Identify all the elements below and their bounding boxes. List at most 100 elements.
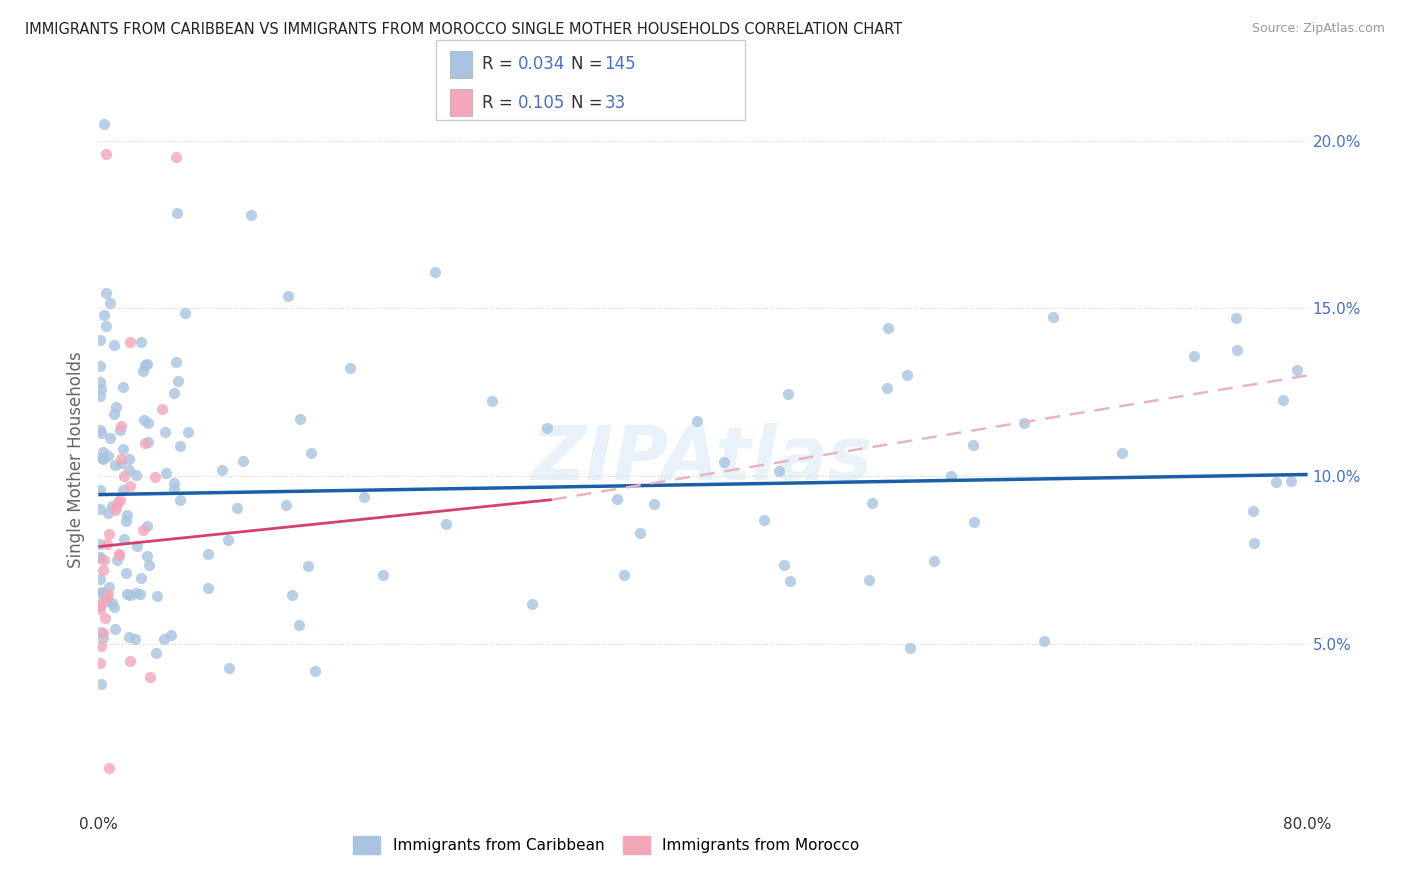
Point (114, 514, 136, 528)
Point (1286, 363, 1309, 377)
Point (173, 306, 195, 320)
Point (232, 454, 254, 468)
Point (90, 382, 112, 396)
Point (939, 468, 962, 483)
Point (91, 631, 114, 645)
Point (89, 333, 111, 347)
Point (112, 532, 135, 546)
Point (131, 570, 153, 584)
Point (90, 426, 112, 441)
Point (481, 394, 503, 409)
Point (197, 582, 219, 596)
Point (110, 452, 132, 467)
Point (90, 639, 112, 653)
Point (217, 533, 239, 547)
Point (91, 564, 114, 578)
Point (131, 524, 153, 538)
Point (111, 380, 134, 394)
Point (779, 574, 801, 588)
Point (165, 355, 187, 369)
Point (104, 400, 127, 414)
Point (218, 661, 240, 675)
Text: N =: N = (571, 94, 607, 112)
Point (93, 117, 115, 131)
Point (962, 438, 984, 452)
Point (163, 482, 186, 496)
Point (211, 463, 233, 477)
Point (110, 423, 132, 437)
Point (112, 469, 135, 483)
Point (876, 381, 898, 395)
Point (226, 501, 249, 516)
Point (150, 402, 173, 417)
Point (536, 421, 558, 435)
Point (239, 208, 262, 222)
Text: 33: 33 (605, 94, 626, 112)
Point (276, 289, 298, 303)
Point (169, 493, 191, 508)
Point (89, 597, 111, 611)
Point (152, 632, 174, 647)
Point (94, 147, 117, 161)
Point (111, 483, 134, 497)
Point (134, 359, 156, 373)
Point (304, 664, 326, 678)
Point (125, 586, 148, 600)
Point (686, 414, 709, 428)
Point (103, 338, 125, 352)
Point (197, 548, 219, 562)
Point (89, 602, 111, 616)
Text: 145: 145 (605, 55, 636, 73)
Point (89, 586, 111, 600)
Point (1111, 445, 1133, 459)
Point (136, 416, 159, 430)
Point (138, 558, 160, 573)
Point (120, 479, 142, 493)
Point (115, 508, 138, 522)
Point (896, 368, 918, 382)
Point (167, 374, 190, 388)
Point (713, 455, 735, 469)
Point (118, 631, 141, 645)
Point (96, 537, 118, 551)
Point (93, 552, 115, 566)
Text: N =: N = (571, 55, 607, 73)
Point (104, 503, 127, 517)
Point (129, 334, 152, 349)
Point (91, 626, 114, 640)
Point (145, 646, 167, 660)
Point (143, 470, 166, 484)
Point (89, 537, 111, 551)
Point (89, 550, 111, 565)
Point (97, 527, 120, 541)
Point (104, 458, 127, 473)
Point (163, 386, 186, 401)
Point (155, 466, 177, 480)
Point (288, 617, 311, 632)
Point (103, 407, 125, 421)
Point (120, 588, 142, 602)
Point (89, 550, 111, 565)
Point (91, 584, 114, 599)
Point (105, 500, 128, 514)
Point (107, 495, 129, 509)
Point (155, 425, 177, 440)
Point (772, 558, 794, 572)
Point (752, 513, 775, 527)
Point (89, 502, 111, 516)
Point (97, 581, 120, 595)
Point (108, 547, 131, 561)
Point (134, 435, 156, 450)
Point (1243, 536, 1265, 550)
Point (281, 588, 304, 602)
Point (628, 526, 651, 541)
Point (132, 364, 155, 378)
Text: Source: ZipAtlas.com: Source: ZipAtlas.com (1251, 22, 1385, 36)
Point (136, 435, 159, 450)
Point (1042, 310, 1064, 325)
Point (90, 625, 112, 640)
Point (177, 425, 200, 440)
Point (100, 296, 122, 310)
Point (136, 518, 159, 533)
Point (299, 446, 322, 460)
